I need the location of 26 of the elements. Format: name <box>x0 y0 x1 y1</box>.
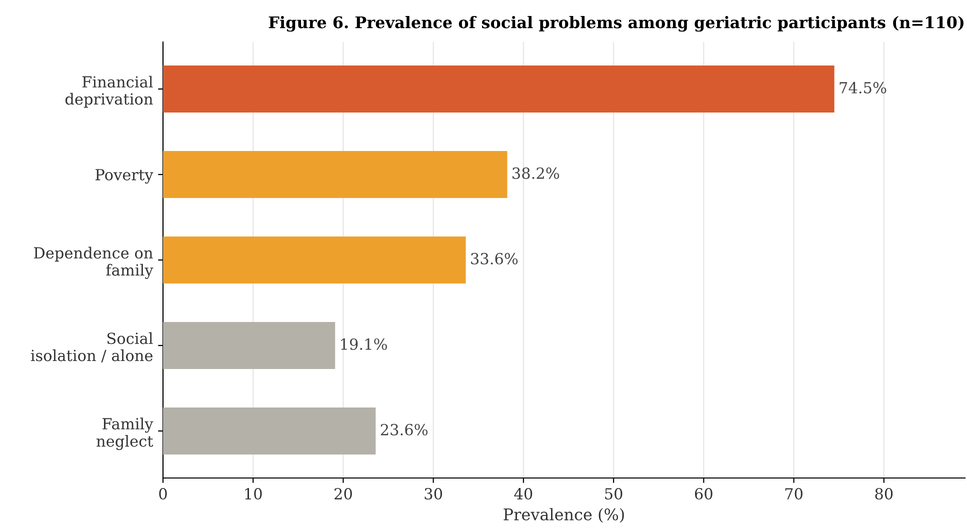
bar <box>163 236 466 284</box>
bar <box>163 407 376 454</box>
x-tick-label: 30 <box>424 488 442 500</box>
chart-title: Figure 6. Prevalence of social problems among geriatric participants (n=110) <box>268 16 964 32</box>
x-tick-label: 70 <box>785 488 802 500</box>
y-tick-label: Social isolation / alone <box>30 332 153 362</box>
x-tick-label: 50 <box>605 488 622 500</box>
x-tick-label: 60 <box>694 488 712 500</box>
data-label: 19.1% <box>341 338 387 350</box>
data-label: 74.5% <box>840 82 886 94</box>
x-tick-label: 40 <box>514 488 532 500</box>
data-label: 33.6% <box>471 252 518 264</box>
y-tick-label: Dependence on family <box>34 246 154 279</box>
x-axis-title: Prevalence (%) <box>504 508 624 523</box>
x-tick-label: 20 <box>334 488 352 500</box>
x-tick-label: 80 <box>875 488 893 500</box>
bar <box>163 66 834 113</box>
y-tick-label: Poverty <box>96 169 154 184</box>
data-label: 38.2% <box>512 167 560 179</box>
data-label: 23.6% <box>380 424 428 436</box>
y-tick-label: Financial deprivation <box>65 76 153 108</box>
bar <box>163 151 508 198</box>
x-tick-label: 10 <box>245 488 262 500</box>
y-tick-label: Family neglect <box>96 418 154 450</box>
bar <box>163 322 336 369</box>
x-tick-label: 0 <box>159 488 167 500</box>
